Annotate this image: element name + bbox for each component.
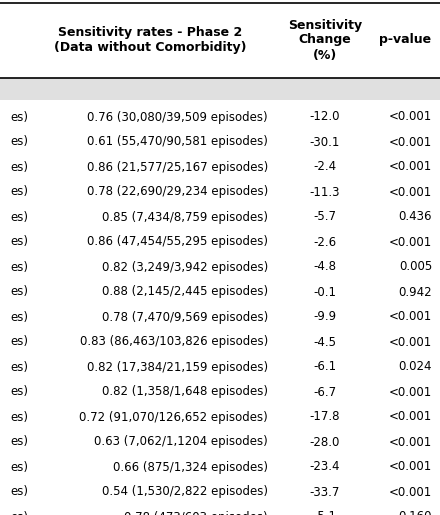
Text: 0.024: 0.024 xyxy=(399,360,432,373)
Text: es): es) xyxy=(10,311,28,323)
Text: -5.1: -5.1 xyxy=(313,510,337,515)
Text: es): es) xyxy=(10,410,28,423)
Text: -30.1: -30.1 xyxy=(310,135,340,148)
Text: 0.82 (3,249/3,942 episodes): 0.82 (3,249/3,942 episodes) xyxy=(102,261,268,273)
Text: es): es) xyxy=(10,161,28,174)
Text: p-value: p-value xyxy=(379,33,431,46)
Text: -12.0: -12.0 xyxy=(310,111,340,124)
Text: -6.1: -6.1 xyxy=(313,360,337,373)
Text: <0.001: <0.001 xyxy=(389,486,432,499)
Text: 0.86 (21,577/25,167 episodes): 0.86 (21,577/25,167 episodes) xyxy=(87,161,268,174)
Text: <0.001: <0.001 xyxy=(389,410,432,423)
Text: es): es) xyxy=(10,510,28,515)
Text: es): es) xyxy=(10,185,28,198)
Text: -0.1: -0.1 xyxy=(313,285,337,299)
Text: -33.7: -33.7 xyxy=(310,486,340,499)
Bar xyxy=(0,78,440,100)
Text: -2.6: -2.6 xyxy=(313,235,337,249)
Text: -28.0: -28.0 xyxy=(310,436,340,449)
Text: 0.942: 0.942 xyxy=(398,285,432,299)
Text: 0.72 (91,070/126,652 episodes): 0.72 (91,070/126,652 episodes) xyxy=(79,410,268,423)
Text: <0.001: <0.001 xyxy=(389,111,432,124)
Text: es): es) xyxy=(10,335,28,349)
Text: es): es) xyxy=(10,261,28,273)
Text: <0.001: <0.001 xyxy=(389,436,432,449)
Text: 0.63 (7,062/1,1204 episodes): 0.63 (7,062/1,1204 episodes) xyxy=(94,436,268,449)
Text: es): es) xyxy=(10,235,28,249)
Text: -5.7: -5.7 xyxy=(313,211,337,224)
Text: -17.8: -17.8 xyxy=(310,410,340,423)
Text: <0.001: <0.001 xyxy=(389,185,432,198)
Text: <0.001: <0.001 xyxy=(389,161,432,174)
Text: <0.001: <0.001 xyxy=(389,460,432,473)
Text: 0.82 (17,384/21,159 episodes): 0.82 (17,384/21,159 episodes) xyxy=(87,360,268,373)
Text: es): es) xyxy=(10,135,28,148)
Text: 0.54 (1,530/2,822 episodes): 0.54 (1,530/2,822 episodes) xyxy=(102,486,268,499)
Text: -11.3: -11.3 xyxy=(310,185,340,198)
Text: -2.4: -2.4 xyxy=(313,161,337,174)
Text: 0.85 (7,434/8,759 episodes): 0.85 (7,434/8,759 episodes) xyxy=(102,211,268,224)
Text: Sensitivity rates - Phase 2
(Data without Comorbidity): Sensitivity rates - Phase 2 (Data withou… xyxy=(54,26,246,54)
Text: 0.76 (30,080/39,509 episodes): 0.76 (30,080/39,509 episodes) xyxy=(88,111,268,124)
Text: es): es) xyxy=(10,111,28,124)
Text: 0.82 (1,358/1,648 episodes): 0.82 (1,358/1,648 episodes) xyxy=(102,386,268,399)
Text: 0.88 (2,145/2,445 episodes): 0.88 (2,145/2,445 episodes) xyxy=(102,285,268,299)
Text: es): es) xyxy=(10,360,28,373)
Text: 0.78 (7,470/9,569 episodes): 0.78 (7,470/9,569 episodes) xyxy=(102,311,268,323)
Text: <0.001: <0.001 xyxy=(389,235,432,249)
Text: es): es) xyxy=(10,436,28,449)
Text: -4.5: -4.5 xyxy=(313,335,337,349)
Text: -6.7: -6.7 xyxy=(313,386,337,399)
Text: 0.61 (55,470/90,581 episodes): 0.61 (55,470/90,581 episodes) xyxy=(87,135,268,148)
Text: <0.001: <0.001 xyxy=(389,135,432,148)
Text: es): es) xyxy=(10,486,28,499)
Text: <0.001: <0.001 xyxy=(389,335,432,349)
Text: es): es) xyxy=(10,386,28,399)
Text: 0.66 (875/1,324 episodes): 0.66 (875/1,324 episodes) xyxy=(113,460,268,473)
Text: -4.8: -4.8 xyxy=(313,261,337,273)
Text: es): es) xyxy=(10,460,28,473)
Text: 0.005: 0.005 xyxy=(399,261,432,273)
Text: -23.4: -23.4 xyxy=(310,460,340,473)
Text: 0.160: 0.160 xyxy=(399,510,432,515)
Text: 0.78 (22,690/29,234 episodes): 0.78 (22,690/29,234 episodes) xyxy=(87,185,268,198)
Text: <0.001: <0.001 xyxy=(389,311,432,323)
Text: <0.001: <0.001 xyxy=(389,386,432,399)
Text: -9.9: -9.9 xyxy=(313,311,337,323)
Text: es): es) xyxy=(10,285,28,299)
Text: es): es) xyxy=(10,211,28,224)
Text: 0.83 (86,463/103,826 episodes): 0.83 (86,463/103,826 episodes) xyxy=(80,335,268,349)
Text: Sensitivity
Change
(%): Sensitivity Change (%) xyxy=(288,19,362,61)
Text: 0.86 (47,454/55,295 episodes): 0.86 (47,454/55,295 episodes) xyxy=(87,235,268,249)
Text: 0.436: 0.436 xyxy=(399,211,432,224)
Text: 0.78 (473/603 episodes): 0.78 (473/603 episodes) xyxy=(125,510,268,515)
